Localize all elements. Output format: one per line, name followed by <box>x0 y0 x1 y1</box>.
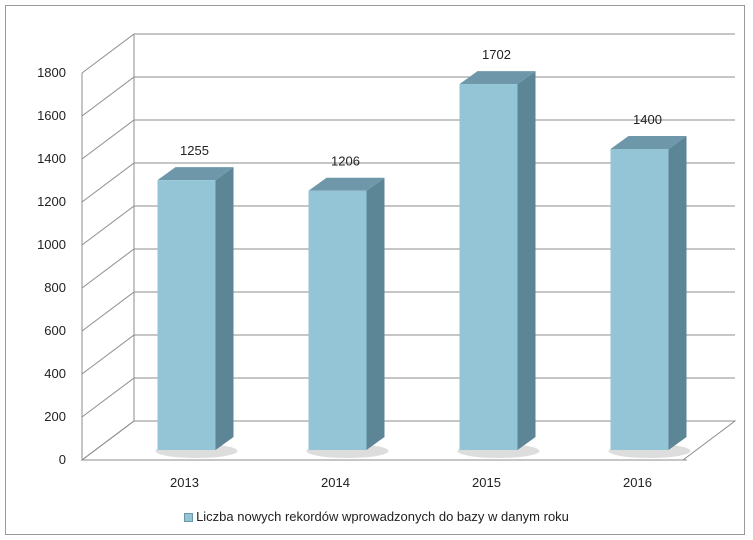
gridline-wall <box>81 291 135 332</box>
gridline-wall <box>81 76 135 117</box>
bar-top <box>308 177 385 191</box>
x-tick-label: 2015 <box>472 475 501 490</box>
y-tick-label: 1600 <box>37 108 66 123</box>
legend: Liczba nowych rekordów wprowadzonych do … <box>0 509 753 524</box>
x-tick-label: 2016 <box>623 475 652 490</box>
gridline-wall <box>81 377 135 418</box>
y-tick-label: 1000 <box>37 237 66 252</box>
x-tick-label: 2013 <box>170 475 199 490</box>
bar-side <box>517 71 536 450</box>
legend-label: Liczba nowych rekordów wprowadzonych do … <box>196 509 569 524</box>
bar <box>610 149 669 450</box>
bar-top <box>459 71 536 85</box>
y-tick-label: 1800 <box>37 65 66 80</box>
bar-top <box>610 136 687 149</box>
y-tick-label: 600 <box>44 323 66 338</box>
bar <box>308 190 367 450</box>
data-label: 1400 <box>633 112 662 127</box>
bar <box>157 180 216 451</box>
y-tick-label: 1400 <box>37 151 66 166</box>
bar-top <box>157 167 234 181</box>
y-tick-label: 1200 <box>37 194 66 209</box>
gridline-wall <box>81 162 135 203</box>
y-tick-label: 400 <box>44 366 66 381</box>
bar-side <box>668 136 687 450</box>
y-tick-label: 800 <box>44 280 66 295</box>
gridline-wall <box>81 205 135 246</box>
bar-side <box>215 167 234 451</box>
gridline-wall <box>81 334 135 375</box>
gridline-wall <box>81 33 135 74</box>
y-tick-label: 200 <box>44 409 66 424</box>
data-label: 1206 <box>331 154 360 169</box>
x-tick-label: 2014 <box>321 475 350 490</box>
data-label: 1255 <box>180 143 209 158</box>
gridline-wall <box>81 248 135 289</box>
bar-side <box>366 177 385 450</box>
gridline-wall <box>81 119 135 160</box>
bar <box>459 84 518 450</box>
data-label: 1702 <box>482 47 511 62</box>
y-tick-label: 0 <box>59 452 66 467</box>
legend-swatch <box>184 513 194 522</box>
